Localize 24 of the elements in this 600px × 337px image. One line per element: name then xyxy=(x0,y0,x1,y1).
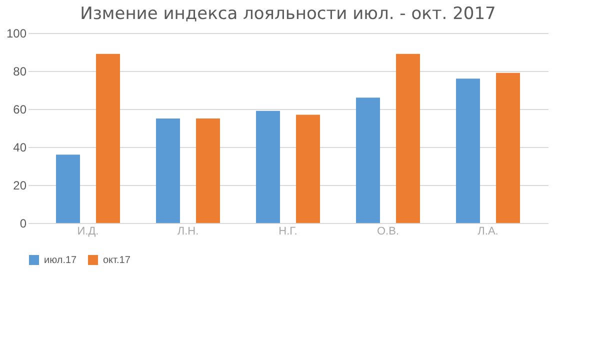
bar xyxy=(296,114,320,223)
bar xyxy=(196,118,220,223)
legend-label: июл.17 xyxy=(44,255,78,266)
bar xyxy=(96,54,120,223)
x-tick-label: Л.А. xyxy=(478,226,498,238)
bar xyxy=(496,72,520,223)
bar xyxy=(56,154,80,223)
x-tick-label: О.В. xyxy=(376,226,400,238)
y-tick-label: 60 xyxy=(13,102,27,116)
chart-title: Измение индекса лояльности июл. - окт. 2017 xyxy=(80,4,496,24)
y-tick-label: 80 xyxy=(13,64,27,78)
y-tick-label: 0 xyxy=(20,216,27,230)
y-tick-label: 100 xyxy=(6,26,27,40)
x-tick-label: Н.Г. xyxy=(278,226,298,238)
x-tick-label: Л.Н. xyxy=(177,226,199,238)
y-tick-label: 20 xyxy=(13,178,27,192)
legend-label: окт.17 xyxy=(103,255,131,266)
bar xyxy=(356,98,380,223)
bar xyxy=(256,110,280,223)
bar xyxy=(156,118,180,223)
bar xyxy=(396,54,420,223)
y-tick-label: 40 xyxy=(13,140,27,154)
bar xyxy=(456,78,480,223)
x-tick-label: И.Д. xyxy=(77,226,99,238)
